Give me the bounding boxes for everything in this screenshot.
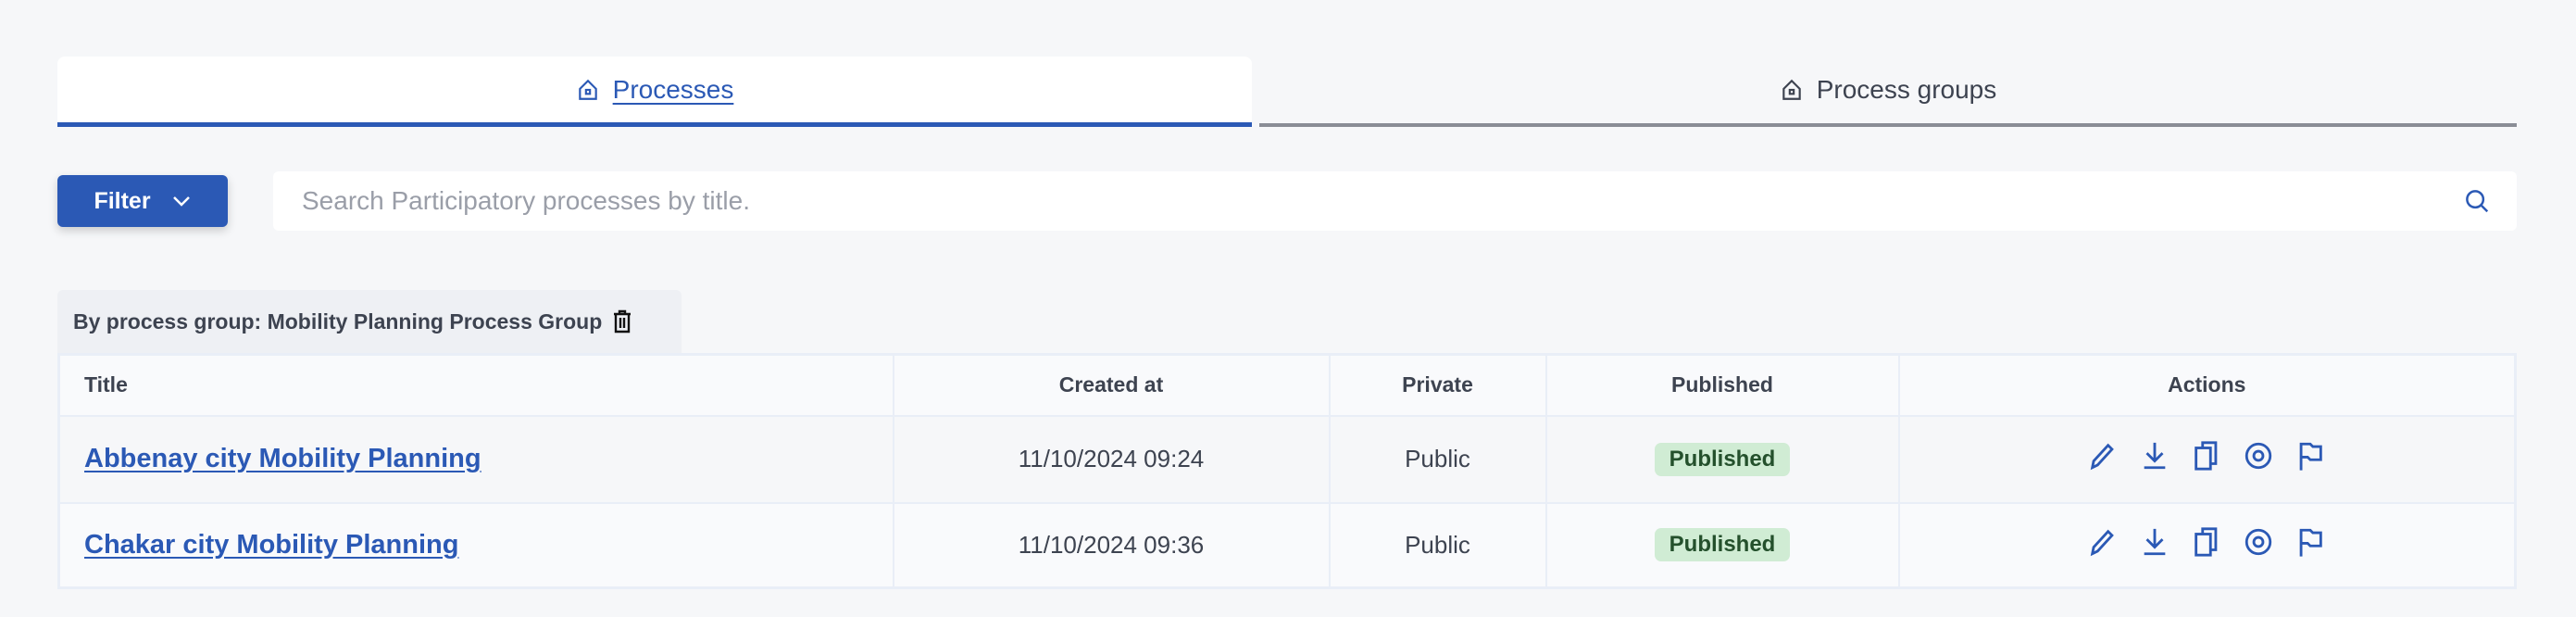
flag-icon[interactable] bbox=[2295, 440, 2326, 472]
filter-label: Filter bbox=[94, 187, 151, 214]
tab-processes[interactable]: Processes bbox=[57, 57, 1252, 127]
search-bar bbox=[273, 171, 2517, 231]
eye-icon[interactable] bbox=[2243, 526, 2274, 558]
private-status: Public bbox=[1328, 414, 1547, 504]
published-badge: Published bbox=[1654, 442, 1791, 476]
flag-icon[interactable] bbox=[2295, 526, 2326, 558]
eye-icon[interactable] bbox=[2243, 440, 2274, 472]
trash-icon[interactable] bbox=[611, 309, 633, 334]
column-header-created-at[interactable]: Created at bbox=[892, 353, 1331, 417]
copy-icon[interactable] bbox=[2191, 526, 2222, 558]
processes-table: Title Created at Private Published Actio… bbox=[57, 353, 2517, 589]
filter-button[interactable]: Filter bbox=[57, 175, 228, 227]
table-header-row: Title Created at Private Published Actio… bbox=[57, 353, 2517, 417]
search-icon[interactable] bbox=[2463, 187, 2491, 215]
download-icon[interactable] bbox=[2139, 440, 2170, 472]
chevron-down-icon bbox=[172, 196, 190, 207]
column-header-title[interactable]: Title bbox=[57, 353, 894, 417]
copy-icon[interactable] bbox=[2191, 440, 2222, 472]
tab-label: Processes bbox=[612, 74, 734, 104]
published-badge: Published bbox=[1654, 528, 1791, 562]
table-row: Abbenay city Mobility Planning 11/10/202… bbox=[57, 414, 2517, 504]
process-title-link[interactable]: Abbenay city Mobility Planning bbox=[84, 444, 481, 473]
search-input[interactable] bbox=[273, 186, 2463, 216]
created-at: 11/10/2024 09:24 bbox=[892, 414, 1331, 504]
tab-label: Process groups bbox=[1816, 75, 1997, 104]
active-filter-chip: By process group: Mobility Planning Proc… bbox=[57, 290, 682, 353]
tab-process-groups[interactable]: Process groups bbox=[1259, 57, 2517, 127]
table-row: Chakar city Mobility Planning 11/10/2024… bbox=[57, 501, 2517, 589]
active-filter-label: By process group: Mobility Planning Proc… bbox=[73, 308, 603, 334]
download-icon[interactable] bbox=[2139, 526, 2170, 558]
home-icon bbox=[1782, 79, 1801, 100]
created-at: 11/10/2024 09:36 bbox=[892, 501, 1331, 589]
process-title-link[interactable]: Chakar city Mobility Planning bbox=[84, 529, 459, 560]
home-icon bbox=[578, 79, 597, 100]
column-header-published: Published bbox=[1544, 353, 1900, 417]
pencil-icon[interactable] bbox=[2087, 440, 2119, 472]
pencil-icon[interactable] bbox=[2087, 526, 2119, 558]
column-header-private: Private bbox=[1328, 353, 1547, 417]
private-status: Public bbox=[1328, 501, 1547, 589]
column-header-actions: Actions bbox=[1897, 353, 2517, 417]
